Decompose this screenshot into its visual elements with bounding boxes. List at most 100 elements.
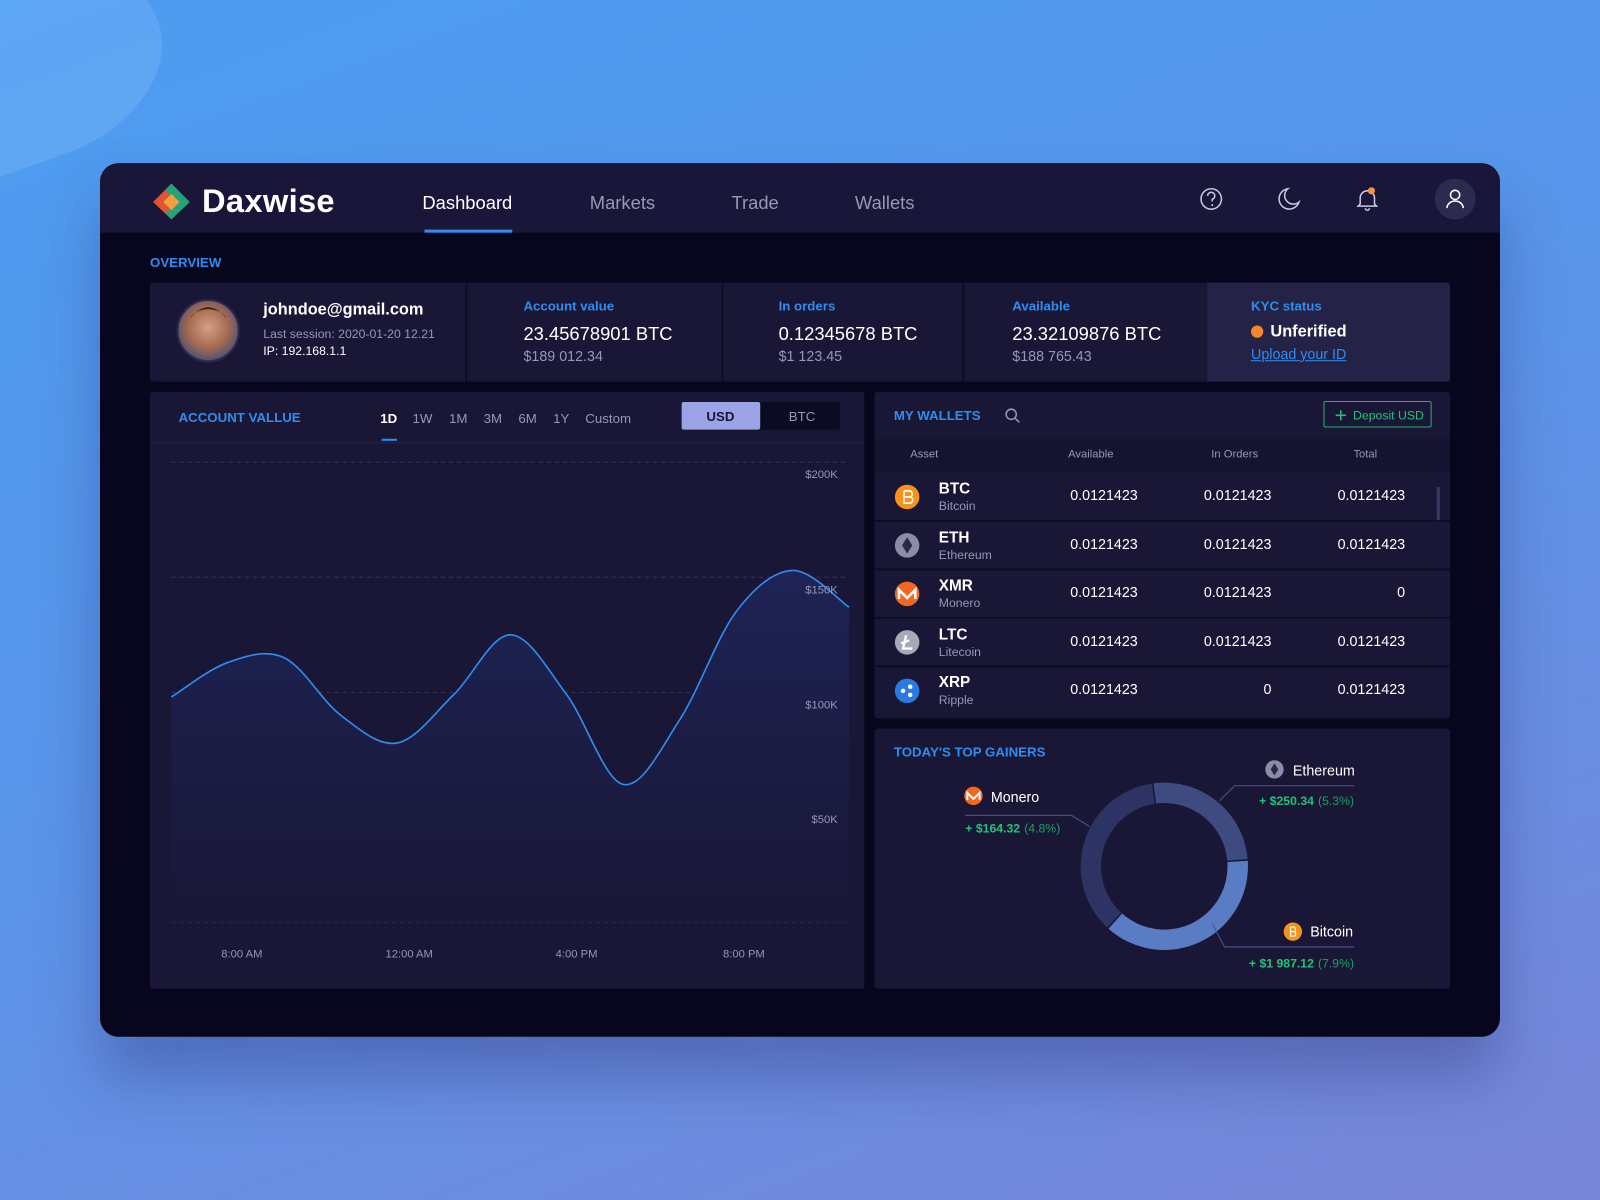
brand-name: Daxwise xyxy=(202,182,335,220)
upload-id-link[interactable]: Upload your ID xyxy=(1251,345,1347,363)
help-icon-mark xyxy=(1206,191,1216,202)
coin-icon xyxy=(894,678,920,704)
available: 0.0121423 xyxy=(1070,535,1138,552)
in-orders: 0.0121423 xyxy=(1203,583,1272,600)
gain-percent: (7.9%) xyxy=(1318,956,1355,971)
coin-glyph xyxy=(900,634,913,650)
chart-title: TODAY'S TOP GAINERS xyxy=(893,744,1046,760)
avatar-hair xyxy=(189,307,227,319)
total: 0.0121423 xyxy=(1337,535,1406,552)
deposit-button[interactable] xyxy=(1323,401,1432,428)
available: 0.0121423 xyxy=(1070,486,1138,504)
x-tick-label: 12:00 AM xyxy=(385,948,433,961)
asset-symbol: XRP xyxy=(938,673,971,692)
user-email: johndoe@gmail.com xyxy=(263,301,424,319)
in-orders: 0.0121423 xyxy=(1203,486,1272,504)
donut-segment xyxy=(1153,782,1248,861)
range-tab[interactable]: 6M xyxy=(518,410,537,427)
gain: + $164.32 (4.8%) xyxy=(965,822,1060,834)
column-header: Available xyxy=(1068,448,1114,461)
profile-icon-head xyxy=(1449,189,1461,201)
currency-active[interactable] xyxy=(681,402,761,430)
x-tick-label: 4:00 PM xyxy=(555,948,598,961)
available: 0.0121423 xyxy=(1070,583,1138,600)
search-icon xyxy=(1005,408,1018,421)
last-session: Last session: 2020-01-20 12.21 xyxy=(263,326,435,341)
coin-glyph xyxy=(907,684,913,689)
column-header: Total xyxy=(1353,448,1378,461)
currency-option[interactable]: BTC xyxy=(788,408,816,424)
range-tab[interactable]: 1M xyxy=(448,410,468,427)
available: 0.0121423 xyxy=(1070,632,1138,649)
range-tab[interactable]: 1D xyxy=(380,410,398,427)
gain-percent: (5.3%) xyxy=(1318,793,1355,809)
range-tab[interactable]: 1Y xyxy=(553,410,570,427)
notification-dot xyxy=(1367,187,1375,195)
y-tick-label: $150K xyxy=(805,583,838,597)
nav-link[interactable]: Markets xyxy=(589,192,656,214)
gain-amount: + $1 987.12 xyxy=(1248,956,1314,971)
range-tab[interactable]: Custom xyxy=(585,410,632,427)
gain-amount: + $164.32 xyxy=(965,821,1021,836)
nav-link[interactable]: Wallets xyxy=(854,192,915,214)
kyc-status: Unferified xyxy=(1270,323,1347,341)
range-tab[interactable]: 3M xyxy=(483,410,503,427)
currency-option[interactable]: USD xyxy=(706,408,735,424)
y-tick-label: $100K xyxy=(805,698,838,712)
ip-address: IP: 192.168.1.1 xyxy=(263,343,347,359)
deposit-button-label[interactable]: Deposit USD xyxy=(1353,408,1424,423)
stat-usd: $1 123.45 xyxy=(778,347,843,365)
total: 0.0121423 xyxy=(1337,486,1406,504)
y-tick-label: $200K xyxy=(805,468,838,482)
total: 0.0121423 xyxy=(1337,680,1406,697)
coin-icon xyxy=(894,630,920,655)
kyc-label: KYC status xyxy=(1251,298,1322,314)
gain-percent: (4.8%) xyxy=(1024,821,1061,836)
logo-center xyxy=(163,193,180,211)
table-header-bg xyxy=(874,438,1450,473)
leader-line xyxy=(1211,923,1355,948)
donut-segment xyxy=(1108,860,1248,950)
line xyxy=(171,569,850,786)
y-tick-label: $50K xyxy=(811,814,838,827)
stat-usd: $188 765.43 xyxy=(1012,347,1092,365)
coin-icon xyxy=(894,581,920,607)
x-tick-label: 8:00 PM xyxy=(722,948,765,961)
coin-glyph xyxy=(903,490,914,504)
legend-label: Monero xyxy=(990,788,1040,806)
gain: + $1 987.12 (7.9%) xyxy=(1249,957,1354,969)
donut-segment xyxy=(1080,783,1155,928)
leader-line xyxy=(1219,785,1355,802)
available: 0.0121423 xyxy=(1070,680,1138,697)
asset-name: Monero xyxy=(938,595,981,611)
range-tab[interactable]: 1W xyxy=(412,410,433,427)
panel-title: MY WALLETS xyxy=(893,407,981,423)
asset-name: Litecoin xyxy=(938,644,981,659)
scrollbar xyxy=(1436,486,1440,521)
asset-name: Ethereum xyxy=(938,547,992,562)
asset-symbol: ETH xyxy=(938,528,970,546)
dark-mode-icon xyxy=(1278,187,1301,210)
nav-link[interactable]: Trade xyxy=(731,192,779,214)
top-bar xyxy=(99,163,1500,233)
area xyxy=(171,570,849,923)
in-orders: 0 xyxy=(1263,680,1272,697)
avatar xyxy=(176,298,240,363)
nav-link[interactable]: Dashboard xyxy=(422,192,513,214)
help-icon xyxy=(1200,188,1223,210)
profile-icon-body xyxy=(1446,200,1465,209)
stat-value: 23.45678901 BTC xyxy=(523,323,673,344)
legend-label: Ethereum xyxy=(1292,762,1355,779)
coin-glyph xyxy=(900,688,906,694)
column-header: In Orders xyxy=(1211,448,1259,461)
stat-value: 0.12345678 BTC xyxy=(778,323,918,344)
notification-icon xyxy=(1356,190,1379,211)
asset-symbol: BTC xyxy=(938,480,971,498)
coin-glyph xyxy=(897,586,917,600)
kyc-panel xyxy=(1207,282,1450,382)
asset-name: Bitcoin xyxy=(938,498,976,514)
total: 0.0121423 xyxy=(1337,632,1406,649)
gain-amount: + $250.34 xyxy=(1259,793,1314,809)
